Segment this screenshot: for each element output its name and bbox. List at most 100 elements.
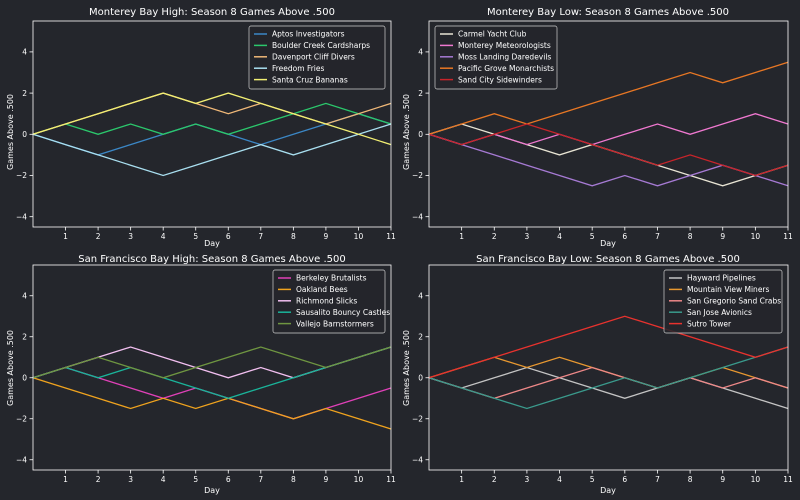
y-tick-label: −4 xyxy=(412,212,423,221)
x-tick-label: 2 xyxy=(492,475,497,484)
x-tick-label: 9 xyxy=(324,232,329,241)
y-tick-label: 0 xyxy=(418,373,423,382)
y-tick-label: 2 xyxy=(22,89,27,98)
x-tick-label: 3 xyxy=(525,475,530,484)
legend-label: Vallejo Barnstormers xyxy=(296,319,374,328)
x-tick-label: 9 xyxy=(720,232,725,241)
plot-frame xyxy=(428,264,789,471)
y-tick-label: −4 xyxy=(412,455,423,464)
legend-label: San Gregorio Sand Crabs xyxy=(687,297,781,306)
x-tick-label: 2 xyxy=(96,232,101,241)
x-axis-label: Day xyxy=(600,239,616,248)
x-tick-label: 7 xyxy=(655,232,660,241)
series-line-monterey-meteorologists xyxy=(428,113,789,146)
legend-box xyxy=(272,269,386,334)
legend-label: Davenport Cliff Divers xyxy=(272,53,355,62)
series-line-freedom-fries xyxy=(32,123,392,177)
chart-panel-monterey-low: Monterey Bay Low: Season 8 Games Above .… xyxy=(402,7,793,248)
chart-title: Monterey Bay High: Season 8 Games Above … xyxy=(89,7,335,18)
y-tick-label: 0 xyxy=(22,130,27,139)
x-tick-label: 8 xyxy=(291,475,296,484)
series-line-santa-cruz-bananas xyxy=(32,92,392,146)
y-tick-label: 4 xyxy=(22,48,27,57)
x-tick-label: 8 xyxy=(291,232,296,241)
legend-label: Aptos Investigators xyxy=(272,30,345,39)
y-tick-label: −4 xyxy=(16,455,27,464)
x-tick-label: 7 xyxy=(655,475,660,484)
y-tick-label: −4 xyxy=(16,212,27,221)
legend-label: Pacific Grove Monarchists xyxy=(458,64,554,73)
x-tick-label: 4 xyxy=(161,232,166,241)
plot-frame xyxy=(32,264,392,471)
y-tick-label: 2 xyxy=(418,332,423,341)
legend-box xyxy=(248,25,386,90)
x-tick-label: 10 xyxy=(354,232,364,241)
legend-label: Oakland Bees xyxy=(296,285,348,294)
x-tick-label: 4 xyxy=(557,475,562,484)
x-tick-label: 5 xyxy=(590,232,595,241)
legend-label: San Jose Avionics xyxy=(687,308,752,317)
chart-title: Monterey Bay Low: Season 8 Games Above .… xyxy=(487,7,729,18)
x-tick-label: 3 xyxy=(525,232,530,241)
legend-label: Sausalito Bouncy Castles xyxy=(296,308,390,317)
y-tick-label: 2 xyxy=(418,89,423,98)
chart-panel-sf-high: San Francisco Bay High: Season 8 Games A… xyxy=(6,254,396,495)
legend-label: Sutro Tower xyxy=(687,319,732,328)
x-tick-label: 8 xyxy=(688,475,693,484)
x-tick-label: 5 xyxy=(193,232,198,241)
x-tick-label: 5 xyxy=(193,475,198,484)
x-tick-label: 5 xyxy=(590,475,595,484)
legend: Aptos Investigators Boulder Creek Cardsha… xyxy=(248,25,386,90)
series-line-sutro-tower xyxy=(428,315,789,379)
y-axis-label: Games Above .500 xyxy=(6,94,15,170)
legend-label: Richmond Slicks xyxy=(296,297,357,306)
x-tick-label: 6 xyxy=(226,232,231,241)
y-axis-label: Games Above .500 xyxy=(6,330,15,406)
x-tick-label: 1 xyxy=(63,232,68,241)
series-line-san-jose-avionics xyxy=(428,346,789,410)
y-axis-label: Games Above .500 xyxy=(402,330,411,406)
x-tick-label: 1 xyxy=(63,475,68,484)
y-tick-label: −2 xyxy=(412,414,423,423)
legend-label: Freedom Fries xyxy=(272,64,325,73)
y-tick-label: −2 xyxy=(16,414,27,423)
legend-label: Berkeley Brutalists xyxy=(296,274,367,283)
y-tick-label: −2 xyxy=(412,171,423,180)
x-tick-label: 11 xyxy=(386,232,396,241)
legend-label: Boulder Creek Cardsharps xyxy=(272,41,370,50)
x-tick-label: 1 xyxy=(459,475,464,484)
plot-frame xyxy=(428,20,789,228)
x-tick-label: 3 xyxy=(128,475,133,484)
legend-box xyxy=(663,269,783,334)
x-tick-label: 11 xyxy=(783,475,793,484)
y-tick-label: 4 xyxy=(418,48,423,57)
legend: Berkeley Brutalists Oakland Bees Richmond … xyxy=(272,269,390,334)
legend-label: Mountain View Miners xyxy=(687,285,770,294)
legend-label: Monterey Meteorologists xyxy=(458,41,551,50)
legend-box xyxy=(434,25,558,90)
series-line-hayward-pipelines xyxy=(428,366,789,410)
legend-label: Santa Cruz Bananas xyxy=(272,75,348,84)
x-tick-label: 11 xyxy=(386,475,396,484)
y-tick-label: 0 xyxy=(418,130,423,139)
x-axis-label: Day xyxy=(600,486,616,495)
y-axis-label: Games Above .500 xyxy=(402,94,411,170)
legend-label: Sand City Sidewinders xyxy=(458,75,542,84)
chart-title: San Francisco Bay High: Season 8 Games A… xyxy=(78,254,346,265)
x-tick-label: 2 xyxy=(492,232,497,241)
y-tick-label: 4 xyxy=(22,291,27,300)
x-tick-label: 10 xyxy=(751,475,761,484)
y-tick-label: −2 xyxy=(16,171,27,180)
chart-panel-monterey-high: Monterey Bay High: Season 8 Games Above … xyxy=(6,7,396,248)
x-tick-label: 11 xyxy=(783,232,793,241)
x-tick-label: 7 xyxy=(258,475,263,484)
chart-panel-sf-low: San Francisco Bay Low: Season 8 Games Ab… xyxy=(402,254,793,495)
x-tick-label: 6 xyxy=(622,475,627,484)
x-tick-label: 7 xyxy=(258,232,263,241)
y-tick-label: 4 xyxy=(418,291,423,300)
legend: Carmel Yacht Club Monterey Meteorologists… xyxy=(434,25,558,90)
x-tick-label: 4 xyxy=(161,475,166,484)
x-axis-label: Day xyxy=(204,486,220,495)
series-line-oakland-bees xyxy=(32,377,392,430)
series-line-boulder-creek-cardsharps xyxy=(32,102,392,135)
